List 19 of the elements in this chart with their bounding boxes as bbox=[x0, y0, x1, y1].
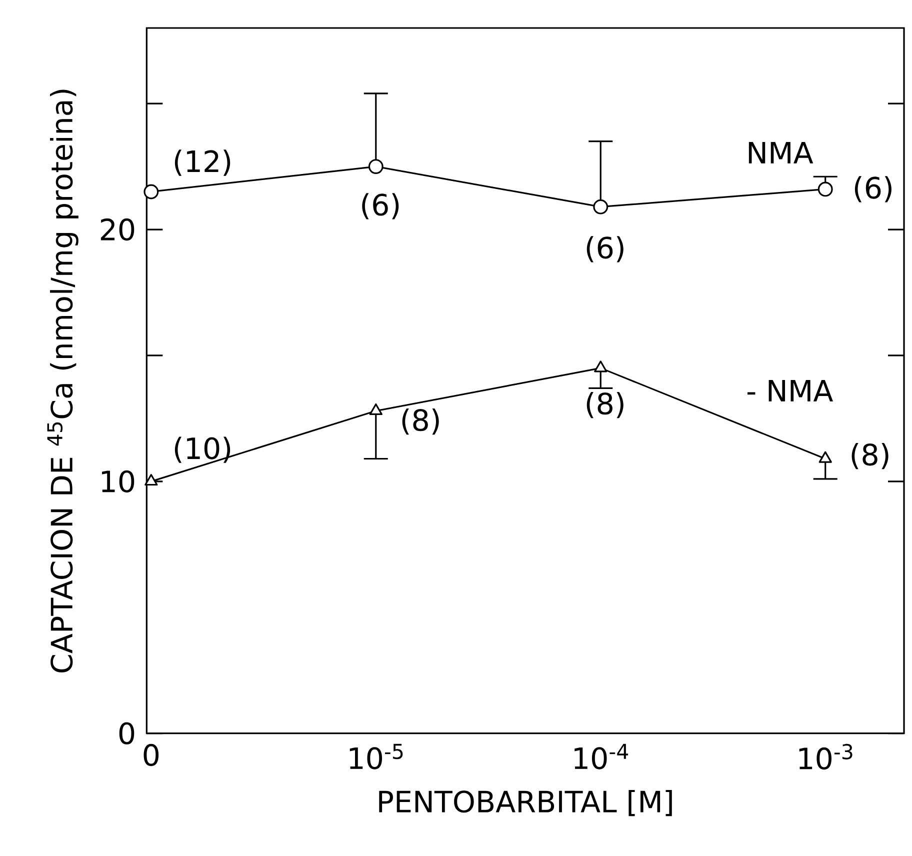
annotation: (8) bbox=[586, 392, 624, 418]
annotation: (6) bbox=[586, 236, 624, 262]
annotation: (8) bbox=[402, 408, 439, 435]
annotation: (12) bbox=[174, 150, 230, 176]
x-tick-label: 10$^{-5}$ bbox=[350, 744, 403, 770]
annotation: (10) bbox=[174, 436, 230, 463]
x-axis-title: PENTOBARBITAL [M] bbox=[379, 790, 672, 816]
series-label: NMA bbox=[748, 142, 814, 164]
annotation: (6) bbox=[362, 193, 399, 220]
series-label: - NMA bbox=[747, 380, 834, 402]
x-tick-label: 0 bbox=[144, 744, 159, 766]
y-tick-label: 0 bbox=[119, 722, 134, 744]
y-axis-title: CAPTACION DE $^{45}$Ca (nmol/mg proteina) bbox=[47, 90, 78, 672]
annotation: (8) bbox=[852, 443, 888, 470]
x-tick-label: 10$^{-3}$ bbox=[799, 744, 852, 770]
y-tick-label: 20 bbox=[100, 218, 134, 241]
x-tick-label: 10$^{-4}$ bbox=[574, 744, 628, 770]
y-tick-label: 10 bbox=[102, 470, 134, 493]
annotation: (6) bbox=[854, 176, 892, 202]
